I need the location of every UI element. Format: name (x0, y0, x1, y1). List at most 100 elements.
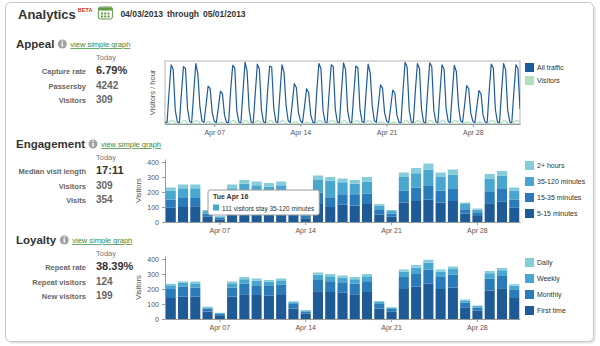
bar-segment (215, 315, 225, 319)
info-icon[interactable] (60, 236, 69, 245)
bar-segment (178, 207, 188, 222)
info-icon[interactable] (89, 140, 98, 149)
info-icon-stem[interactable] (92, 143, 93, 147)
bar-segment (337, 277, 347, 282)
bar-segment (325, 181, 335, 198)
bar-segment (337, 276, 347, 278)
bar-segment (423, 284, 433, 319)
x-tick: Apr 21 (377, 124, 398, 137)
bar-segment (472, 306, 482, 307)
y-axis-line (165, 257, 166, 320)
bar-segment (166, 208, 176, 222)
calendar-icon-cell[interactable] (107, 13, 109, 15)
legend-swatch (525, 209, 534, 218)
section-heading: Appeal (16, 38, 54, 50)
bar-segment (264, 282, 274, 286)
bar-segment (166, 285, 176, 289)
calendar-icon-top[interactable] (99, 8, 112, 11)
bar-segment (288, 304, 298, 309)
calendar-icon-cell[interactable] (101, 13, 103, 15)
bar-segment (301, 312, 311, 314)
stat-label: Capture rate (42, 67, 86, 76)
bar-segment (190, 198, 200, 206)
bar-segment (448, 288, 458, 320)
info-icon-dot[interactable] (63, 237, 65, 239)
bar-segment (497, 288, 507, 319)
y-tick: 400 (147, 256, 165, 263)
stat-label: Repeat rate (45, 263, 86, 272)
bar-segment (190, 288, 200, 297)
tooltip: Tue Apr 16111 visitors stay 35-120 minut… (208, 190, 319, 215)
bar-segment (276, 182, 286, 186)
view-simple-graph-link[interactable]: view simple graph (72, 236, 132, 245)
view-simple-graph-link[interactable]: view simple graph (101, 140, 161, 149)
bar-segment (448, 275, 458, 288)
bar-segment (362, 194, 372, 205)
calendar-icon-cell[interactable] (104, 13, 106, 15)
y-tick-mark (162, 259, 165, 260)
bar-segment (460, 300, 470, 302)
info-icon-dot[interactable] (62, 41, 64, 43)
x-tick-label: Apr 07 (210, 324, 231, 332)
bar-segment (362, 182, 372, 194)
bar-segment (227, 288, 237, 297)
bar-segment (374, 301, 384, 302)
bar-segment (509, 188, 519, 191)
bar-segment (313, 176, 323, 181)
calendar-icon[interactable] (98, 7, 112, 19)
x-tick: Apr 21 (381, 222, 402, 235)
bar-segment (387, 217, 397, 222)
bar-segment (166, 200, 176, 208)
info-icon[interactable] (58, 40, 67, 49)
stat-value: 309 (96, 180, 113, 191)
view-simple-graph-link[interactable]: view simple graph (70, 40, 130, 49)
bar-segment (411, 201, 421, 222)
x-tick: Apr 07 (210, 319, 231, 332)
bar-segment (509, 208, 519, 222)
bar-segment (337, 282, 347, 293)
bar-segment (288, 301, 298, 303)
bar-segment (178, 185, 188, 189)
info-icon-dot[interactable] (92, 141, 94, 143)
calendar-icon-cell[interactable] (104, 16, 106, 18)
x-tick-label: Apr 14 (295, 324, 316, 332)
calendar-button[interactable] (98, 7, 112, 19)
x-tick-mark (214, 124, 215, 127)
bar-segment (178, 283, 188, 287)
bar-segment (203, 309, 213, 312)
y-axis: 0100200300400 (147, 159, 165, 226)
y-axis-title: Visitors (134, 275, 143, 300)
y-tick-label: 400 (147, 256, 159, 263)
bar-segment (472, 305, 482, 307)
x-tick-mark (219, 319, 220, 322)
bar-segment (436, 277, 446, 289)
bar-segment (374, 206, 384, 211)
stat-value: 124 (96, 276, 113, 287)
legend-label: Monthly (537, 291, 562, 299)
y-tick-mark (162, 162, 165, 163)
x-tick-label: Apr 14 (291, 129, 312, 137)
info-icon-stem[interactable] (64, 239, 65, 243)
info-icon-stem[interactable] (62, 43, 63, 47)
calendar-icon-cell[interactable] (107, 16, 109, 18)
section-heading: Engagement (16, 138, 85, 150)
x-tick: Apr 21 (381, 319, 402, 332)
bar-segment (215, 218, 225, 220)
bar-segment (509, 286, 519, 290)
bar-segment (460, 204, 470, 209)
bar-segment (215, 312, 225, 313)
y-tick-label: 0 (155, 219, 159, 226)
tooltip-swatch (213, 205, 219, 211)
column-header: Today (96, 249, 116, 258)
calendar-icon-cell[interactable] (101, 16, 103, 18)
bar-segment (313, 273, 323, 275)
y-tick-label: 100 (147, 204, 159, 211)
stat-label: New visitors (42, 292, 86, 301)
x-tick-label: Apr 21 (381, 324, 402, 332)
bar-segment (227, 283, 237, 287)
plot-area (166, 164, 520, 223)
bar-segment (387, 210, 397, 211)
plot-frame (165, 61, 520, 124)
bar-segment (252, 281, 262, 286)
bar-segment (337, 182, 347, 194)
